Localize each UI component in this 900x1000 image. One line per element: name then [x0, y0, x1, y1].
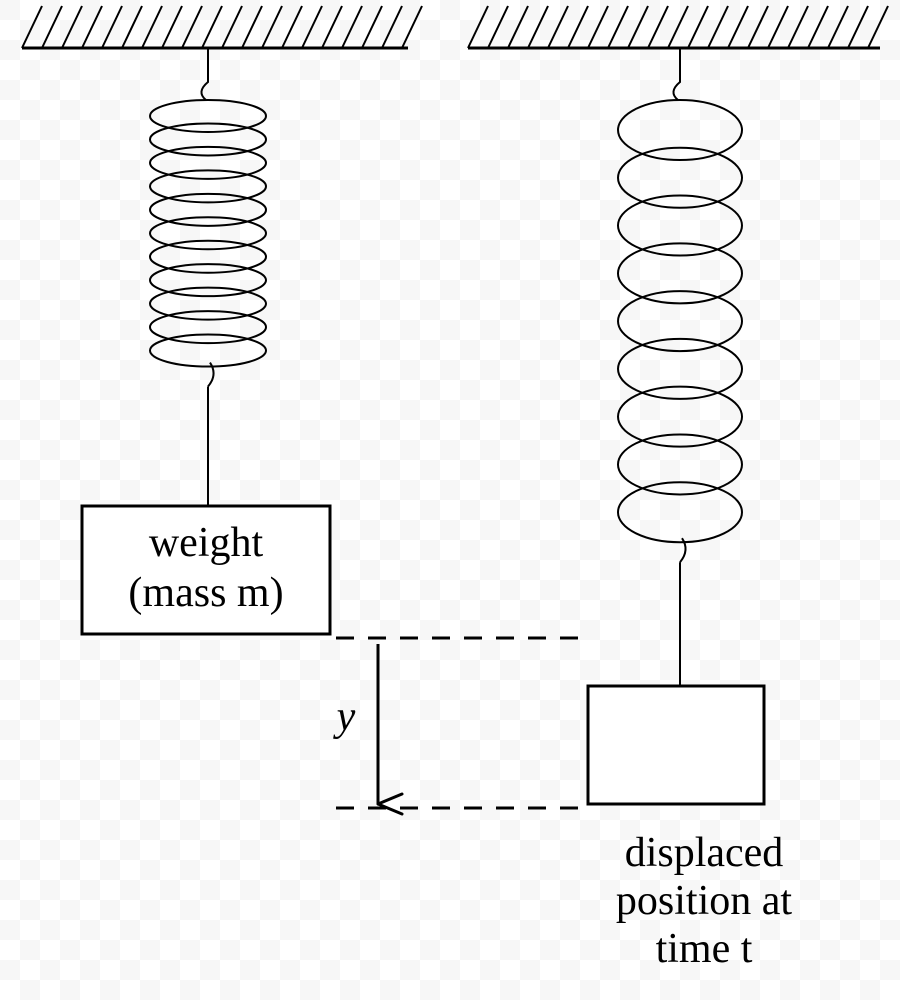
displacement-label: y [333, 694, 356, 740]
right-mass-box [588, 686, 764, 804]
left-mass-label-1: weight [149, 520, 264, 566]
right-label-3: time t [656, 926, 753, 972]
spring-mass-diagram: weight(mass m) displacedposition attime t… [0, 0, 900, 1000]
right-label-1: displaced [625, 830, 784, 876]
left-mass-label-2: (mass m) [128, 570, 283, 616]
right-label-2: position at [616, 878, 792, 924]
